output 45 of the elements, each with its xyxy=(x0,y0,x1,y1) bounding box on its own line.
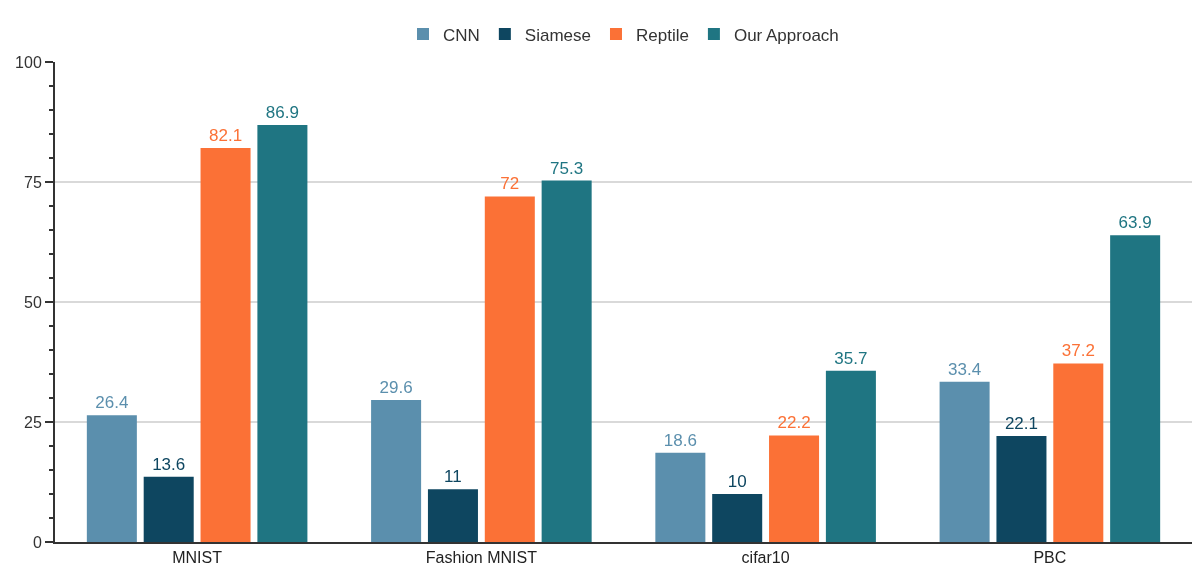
x-tick-label: PBC xyxy=(1033,549,1067,567)
bar xyxy=(371,399,422,542)
bar xyxy=(257,124,308,542)
bar xyxy=(1053,363,1104,542)
data-label: 29.6 xyxy=(379,377,413,397)
bar xyxy=(541,180,592,542)
y-tick-label: 75 xyxy=(24,173,42,191)
bar xyxy=(712,494,763,542)
y-tick-label: 25 xyxy=(24,413,42,431)
data-label: 35.7 xyxy=(834,348,868,368)
data-label: 22.1 xyxy=(1004,413,1038,433)
data-label: 37.2 xyxy=(1061,341,1095,361)
data-label: 22.2 xyxy=(777,413,811,433)
bar xyxy=(996,435,1047,542)
data-label: 72 xyxy=(500,174,520,194)
y-tick-label: 100 xyxy=(15,53,42,71)
x-tick-label: MNIST xyxy=(172,549,223,567)
bar xyxy=(484,196,535,542)
bar xyxy=(939,381,990,542)
bar xyxy=(200,147,251,542)
data-label: 13.6 xyxy=(152,454,186,474)
data-label: 18.6 xyxy=(663,430,697,450)
bar xyxy=(143,476,194,542)
legend-label: Reptile xyxy=(635,25,689,45)
bar xyxy=(825,370,876,542)
bar xyxy=(655,452,706,542)
x-tick-label: Fashion MNIST xyxy=(425,549,538,567)
data-label: 63.9 xyxy=(1118,213,1152,233)
data-label: 26.4 xyxy=(95,393,129,413)
y-tick-label: 0 xyxy=(32,533,42,551)
data-label: 75.3 xyxy=(550,158,584,178)
legend-label: CNN xyxy=(443,25,480,45)
bar xyxy=(86,415,137,542)
bar xyxy=(1110,235,1161,542)
y-tick-label: 50 xyxy=(24,293,42,311)
x-tick-label: cifar10 xyxy=(741,549,790,567)
legend-label: Siamese xyxy=(524,25,591,45)
bar xyxy=(769,435,820,542)
data-label: 86.9 xyxy=(265,102,299,122)
data-label: 11 xyxy=(444,467,462,487)
data-label: 33.4 xyxy=(948,359,982,379)
data-label: 82.1 xyxy=(209,125,243,145)
data-label: 10 xyxy=(727,472,747,491)
bar xyxy=(427,489,478,542)
legend-label: Our Approach xyxy=(733,25,839,45)
